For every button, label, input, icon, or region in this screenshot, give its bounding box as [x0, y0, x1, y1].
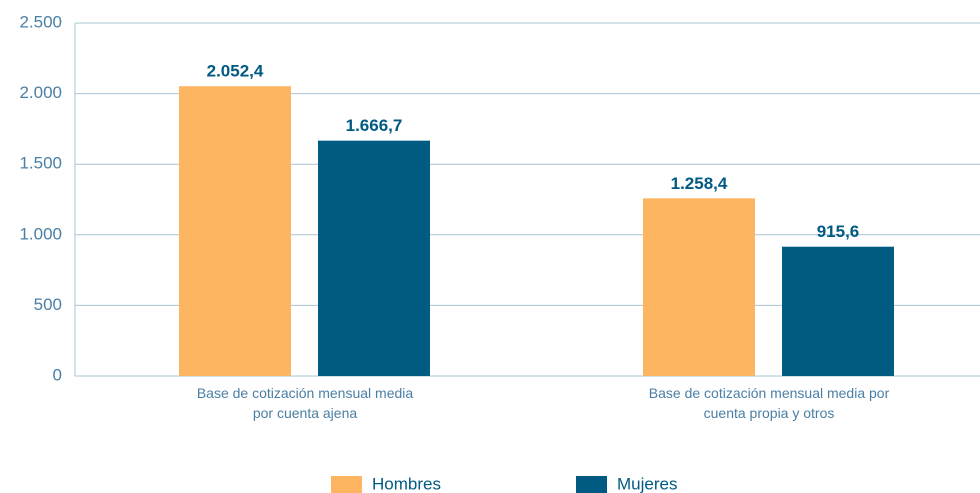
legend-label: Mujeres — [617, 474, 677, 493]
y-tick-label: 1.000 — [19, 224, 62, 243]
value-label: 2.052,4 — [207, 62, 264, 81]
legend-swatch — [331, 476, 362, 493]
y-tick-label: 500 — [34, 295, 62, 314]
legend-swatch — [576, 476, 607, 493]
bar — [179, 86, 291, 377]
y-tick-label: 2.500 — [19, 12, 62, 31]
x-tick-label: Base de cotización mensual media por cue… — [196, 385, 414, 421]
bar — [782, 246, 894, 376]
legend-label: Hombres — [372, 474, 441, 493]
value-label: 1.666,7 — [346, 116, 403, 135]
bar — [643, 198, 755, 376]
value-label: 1.258,4 — [671, 174, 728, 193]
value-label: 915,6 — [817, 222, 860, 241]
x-tick-label: Base de cotización mensual media por cue… — [648, 385, 890, 421]
y-tick-label: 2.000 — [19, 83, 62, 102]
y-tick-label: 0 — [53, 365, 62, 384]
y-tick-label: 1.500 — [19, 154, 62, 173]
bar — [318, 140, 430, 376]
